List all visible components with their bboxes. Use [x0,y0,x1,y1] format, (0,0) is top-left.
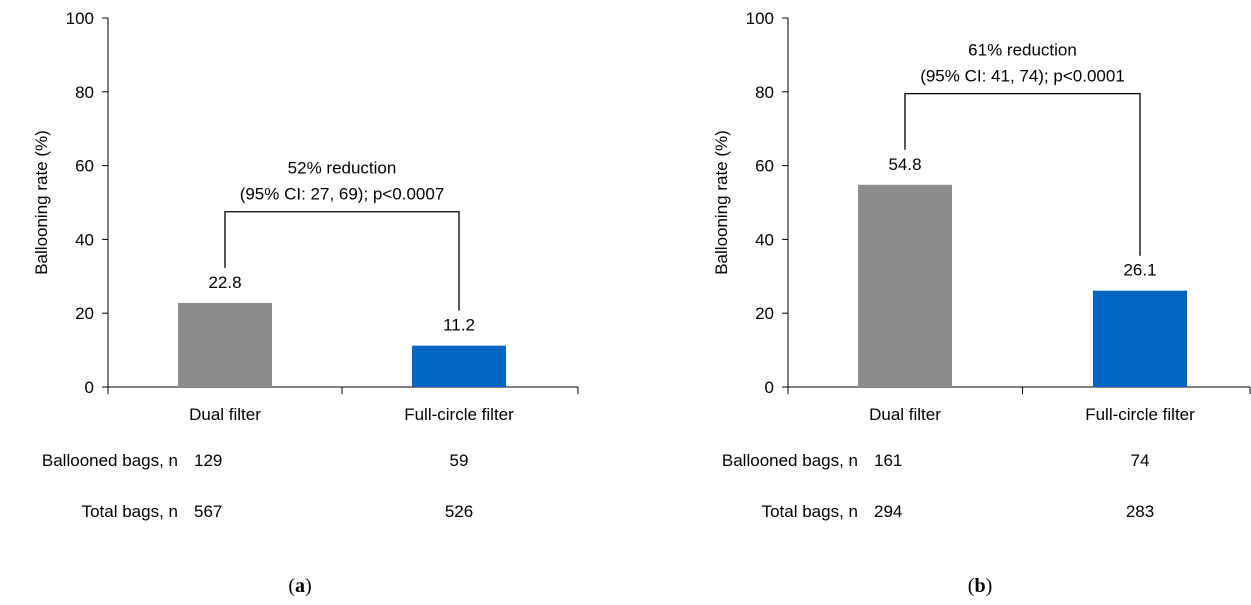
x-category-label: Full-circle filter [404,405,514,424]
y-tick-label: 100 [746,9,774,28]
annotation-line-1: 61% reduction [968,41,1077,60]
caption-paren-open: ( [968,575,975,597]
table-cell: 129 [194,451,222,470]
y-axis-title: Ballooning rate (%) [712,130,731,275]
y-tick-label: 0 [85,378,94,397]
y-tick-label: 40 [75,230,94,249]
y-tick-label: 80 [755,83,774,102]
y-tick-label: 80 [75,83,94,102]
table-row-label: Total bags, n [762,502,858,521]
chart-panel-a: 0 20 40 60 80 100 Ballooning rate (%) 22.8 Dual … [32,9,579,597]
table-cell: 59 [450,451,469,470]
table-row-label: Ballooned bags, n [42,451,178,470]
table-cell: 294 [874,502,902,521]
x-category-label: Dual filter [869,405,941,424]
y-tick-label: 0 [765,378,774,397]
x-category-label: Dual filter [189,405,261,424]
panel-caption: (a) [288,575,311,597]
y-tick-label: 100 [66,9,94,28]
caption-paren-close: ) [986,575,993,597]
table-cell: 74 [1131,451,1150,470]
bar-value-label: 26.1 [1123,261,1156,280]
table-cell: 526 [445,502,473,521]
bar-value-label: 11.2 [443,316,475,335]
y-tick-label: 20 [75,304,94,323]
y-tick-label: 40 [755,230,774,249]
x-category-label: Full-circle filter [1085,405,1195,424]
bar [178,302,272,387]
significance-bracket [904,92,1141,256]
caption-paren-close: ) [305,575,312,597]
chart-panel-b: 0 20 40 60 80 100 Ballooning rate (%) 54.8 Dual … [712,9,1251,597]
caption-letter: a [295,575,305,597]
y-tick-label: 20 [755,304,774,323]
y-tick-label: 60 [75,157,94,176]
table-cell: 283 [1126,502,1154,521]
table-cell: 161 [874,451,902,470]
y-axis-title: Ballooning rate (%) [32,130,51,275]
panel-caption: (b) [968,575,992,597]
significance-bracket [224,211,460,311]
caption-letter: b [974,575,985,597]
caption-paren-open: ( [288,575,295,597]
y-tick-label: 60 [755,157,774,176]
bar-value-label: 54.8 [888,155,921,174]
annotation-line-2: (95% CI: 41, 74); p<0.0001 [920,67,1125,86]
table-row-label: Ballooned bags, n [722,451,858,470]
bar [858,184,952,387]
bar-value-label: 22.8 [208,273,241,292]
annotation-line-1: 52% reduction [288,159,397,178]
table-row-label: Total bags, n [82,502,178,521]
annotation-line-2: (95% CI: 27, 69); p<0.0007 [240,185,445,204]
bar [412,345,506,387]
bar [1093,290,1187,387]
table-cell: 567 [194,502,222,521]
